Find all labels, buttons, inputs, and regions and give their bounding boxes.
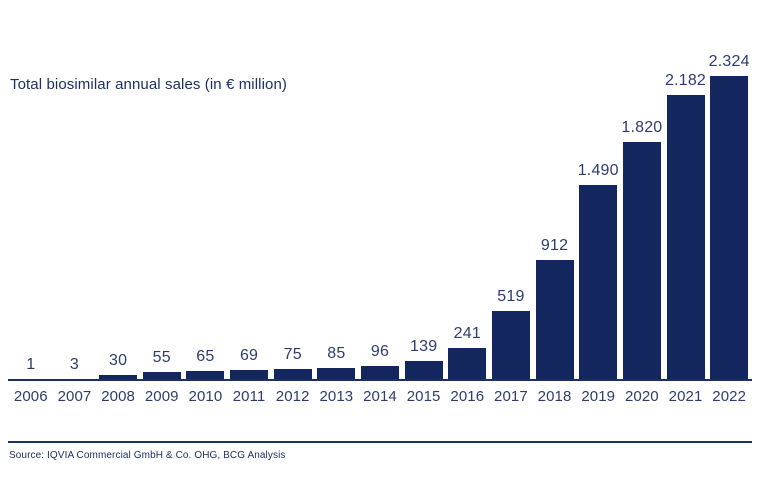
bar-2013[interactable]: 85 — [317, 0, 356, 379]
bar-2019[interactable]: 1.490 — [577, 0, 619, 379]
x-tick-2010: 2010 — [188, 388, 223, 405]
x-tick-2021: 2021 — [668, 388, 703, 405]
bar-2016[interactable]: 241 — [448, 0, 487, 379]
x-tick-2016: 2016 — [450, 388, 485, 405]
x-tick-2019: 2019 — [581, 388, 616, 405]
bar-value-label: 75 — [283, 346, 302, 364]
bar-rect — [99, 375, 138, 379]
x-tick-2017: 2017 — [494, 388, 528, 405]
bar-2022[interactable]: 2.324 — [708, 0, 750, 379]
bar-rect — [273, 369, 312, 379]
bar-2018[interactable]: 912 — [535, 0, 574, 379]
bar-rect — [230, 370, 269, 379]
bar-2020[interactable]: 1.820 — [621, 0, 663, 379]
bar-2021[interactable]: 2.182 — [664, 0, 707, 379]
bar-rect — [535, 260, 574, 379]
bar-value-label: 912 — [540, 237, 569, 255]
x-tick-2014: 2014 — [363, 388, 397, 405]
bar-rect — [622, 141, 661, 379]
bar-value-label: 139 — [409, 337, 438, 355]
x-tick-2007: 2007 — [57, 388, 92, 405]
bar-value-label: 2.324 — [708, 53, 750, 70]
bar-value-label: 55 — [152, 348, 171, 366]
x-tick-2015: 2015 — [406, 388, 441, 405]
chart-title: Total biosimilar annual sales (in € mill… — [10, 76, 288, 93]
bar-value-label: 1.490 — [577, 161, 619, 179]
bar-2007[interactable]: 3 — [55, 0, 94, 379]
bar-value-label: 2.182 — [664, 71, 707, 89]
x-axis-baseline — [8, 379, 752, 381]
bar-rect — [491, 311, 530, 379]
x-axis-tick-labels: 2006 2007 2008 2009 2010 2011 2012 2013 2014 2015… — [0, 388, 760, 414]
x-tick-2022: 2022 — [712, 388, 747, 405]
bar-value-label: 519 — [497, 288, 525, 306]
x-tick-2009: 2009 — [144, 388, 179, 405]
bar-value-label: 30 — [109, 352, 128, 370]
plot-area: 1 3 30 55 65 69 75 85 96 139 241 519 912 1.490 1.820 2.… — [11, 0, 750, 379]
bar-rect — [666, 94, 705, 379]
bar-2006[interactable]: 1 — [11, 0, 50, 379]
x-tick-2011: 2011 — [232, 388, 266, 405]
bar-2017[interactable]: 519 — [491, 0, 530, 379]
bar-rect — [361, 366, 399, 379]
bar-rect — [317, 367, 356, 379]
x-tick-2012: 2012 — [275, 388, 310, 405]
bar-rect — [579, 184, 618, 379]
bar-value-label: 85 — [327, 344, 346, 362]
x-tick-2008: 2008 — [101, 388, 135, 405]
bar-value-label: 3 — [69, 355, 80, 373]
bar-value-label: 241 — [453, 324, 481, 342]
bar-2011[interactable]: 69 — [230, 0, 269, 379]
bar-2012[interactable]: 75 — [273, 0, 312, 379]
x-tick-2020: 2020 — [624, 388, 659, 405]
bar-value-label: 65 — [196, 347, 215, 365]
bar-rect — [448, 347, 487, 379]
bars-layer: 1 3 30 55 65 69 75 85 96 139 241 519 912 1.490 1.820 2.… — [11, 0, 750, 379]
bar-2014[interactable]: 96 — [361, 0, 399, 379]
bar-value-label: 1.820 — [621, 118, 663, 136]
x-tick-2006: 2006 — [13, 388, 48, 405]
bar-rect — [404, 360, 443, 379]
bar-2008[interactable]: 30 — [99, 0, 138, 379]
footer-divider — [8, 441, 752, 443]
bar-value-label: 1 — [26, 355, 36, 373]
bar-rect — [710, 76, 749, 379]
x-tick-2013: 2013 — [319, 388, 354, 405]
bar-2015[interactable]: 139 — [404, 0, 443, 379]
bar-rect — [186, 370, 225, 379]
bar-rect — [142, 371, 181, 379]
source-note: Source: IQVIA Commercial GmbH & Co. OHG,… — [9, 450, 286, 461]
x-tick-2018: 2018 — [537, 388, 572, 405]
bar-2009[interactable]: 55 — [142, 0, 181, 379]
bar-value-label: 96 — [370, 343, 390, 361]
bar-2010[interactable]: 65 — [186, 0, 225, 379]
bar-value-label: 69 — [239, 347, 259, 365]
